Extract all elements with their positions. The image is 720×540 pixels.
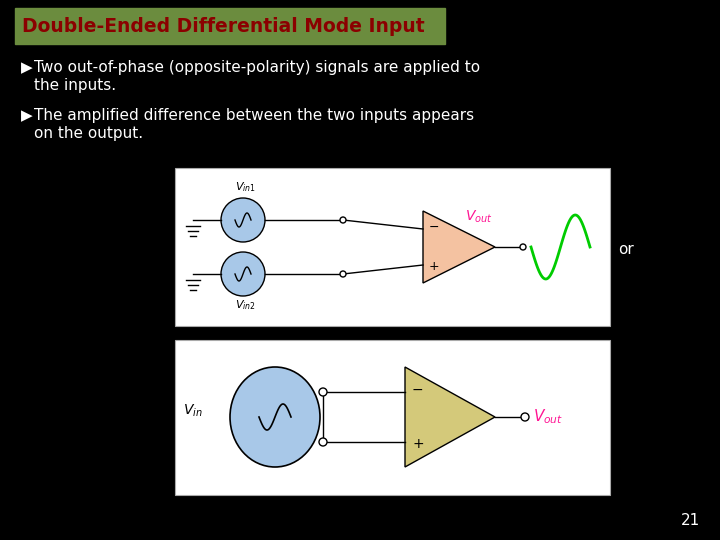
- Circle shape: [221, 198, 265, 242]
- Circle shape: [340, 271, 346, 277]
- Bar: [15, 8, 445, 44]
- Text: −: −: [412, 383, 423, 397]
- Text: +: +: [429, 260, 440, 273]
- Circle shape: [520, 244, 526, 250]
- Text: on the output.: on the output.: [34, 126, 143, 141]
- Text: or: or: [618, 241, 634, 256]
- Circle shape: [319, 438, 327, 446]
- Text: 21: 21: [680, 513, 700, 528]
- Text: +: +: [412, 437, 423, 451]
- Circle shape: [221, 252, 265, 296]
- Text: $V_{out}$: $V_{out}$: [465, 209, 492, 225]
- Polygon shape: [423, 211, 495, 283]
- Text: Double-Ended Differential Mode Input: Double-Ended Differential Mode Input: [22, 17, 425, 37]
- Text: $V_{in}$: $V_{in}$: [183, 403, 203, 419]
- Text: −: −: [429, 221, 439, 234]
- Text: $\blacktriangleright$: $\blacktriangleright$: [18, 60, 35, 76]
- Text: Two out-of-phase (opposite-polarity) signals are applied to: Two out-of-phase (opposite-polarity) sig…: [34, 60, 480, 75]
- Circle shape: [521, 413, 529, 421]
- Bar: [175, 340, 610, 495]
- Text: $V_{out}$: $V_{out}$: [533, 408, 563, 427]
- Circle shape: [319, 388, 327, 396]
- Text: The amplified difference between the two inputs appears: The amplified difference between the two…: [34, 108, 474, 123]
- Text: $V_{in1}$: $V_{in1}$: [235, 180, 256, 194]
- Polygon shape: [405, 367, 495, 467]
- Text: $V_{in2}$: $V_{in2}$: [235, 298, 256, 312]
- Circle shape: [340, 217, 346, 223]
- Text: $\blacktriangleright$: $\blacktriangleright$: [18, 108, 35, 124]
- Ellipse shape: [230, 367, 320, 467]
- Text: the inputs.: the inputs.: [34, 78, 116, 93]
- Bar: [175, 168, 610, 326]
